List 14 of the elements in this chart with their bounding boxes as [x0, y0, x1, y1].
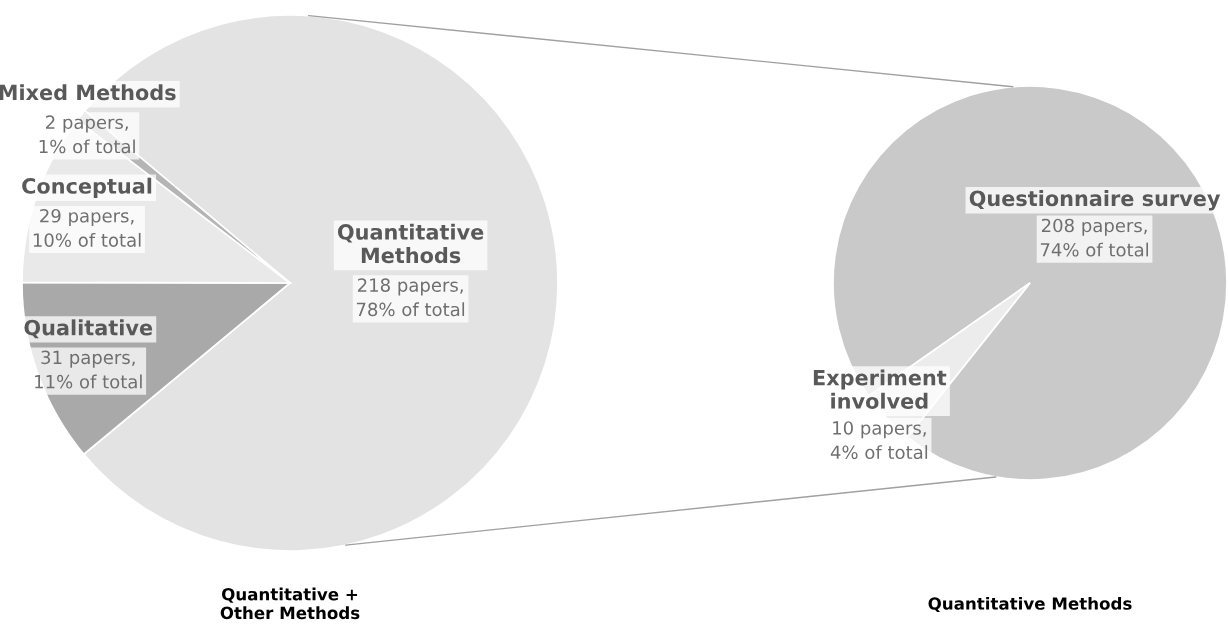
slice-label: Conceptual: [22, 177, 152, 198]
slice-label: Experiment involved: [813, 369, 947, 409]
data-label: 29 papers, 10% of total: [33, 208, 141, 247]
data-label: 218 papers, 78% of total: [356, 278, 465, 317]
data-label: 31 papers, 11% of total: [35, 350, 142, 389]
slice-label: Questionnaire survey: [969, 190, 1221, 211]
data-label: 208 papers, 74% of total: [1040, 218, 1149, 257]
slice-label: Quantitative Methods: [337, 223, 484, 264]
data-label: 2 papers, 1% of total: [39, 115, 135, 154]
slice-label: Mixed Methods: [0, 84, 176, 101]
text: Quantitative Methods: [928, 596, 1132, 613]
slice-label: Qualitative: [24, 319, 153, 339]
text: Quantitative + Other Methods: [220, 587, 360, 620]
data-label: 10 papers, 4% of total: [830, 421, 928, 460]
